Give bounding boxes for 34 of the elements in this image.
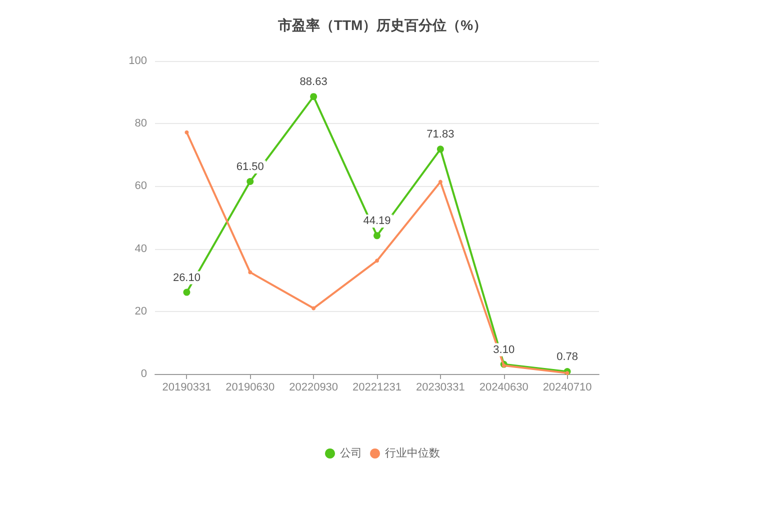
- data-label: 88.63: [300, 76, 328, 88]
- y-tick-label: 100: [128, 55, 147, 67]
- point: [436, 146, 444, 153]
- y-tick-label: 60: [134, 180, 147, 192]
- point: [312, 306, 316, 310]
- point: [184, 130, 189, 134]
- y-tick-label: 20: [134, 305, 147, 318]
- point: [565, 371, 570, 376]
- legend-label: 公司: [340, 448, 362, 460]
- legend-label: 行业中位数: [385, 446, 440, 460]
- chart-title: 市盈率（TTM）历史百分位（%）: [276, 17, 488, 33]
- y-tick-label: 40: [134, 242, 147, 255]
- point: [502, 364, 506, 368]
- point: [183, 288, 190, 296]
- data-label: 61.50: [236, 161, 264, 174]
- data-label: 71.83: [426, 128, 454, 141]
- point: [375, 258, 379, 263]
- point: [310, 93, 318, 100]
- y-tick-label: 80: [134, 118, 147, 130]
- x-tick-label: 20240630: [479, 382, 528, 394]
- data-label: 26.10: [172, 272, 200, 284]
- x-tick-label: 20230331: [416, 382, 465, 394]
- x-tick-label: 20221231: [352, 382, 402, 394]
- data-label: 3.10: [493, 344, 515, 356]
- x-tick-label: 20190630: [226, 382, 275, 394]
- x-tick-label: 20220930: [289, 382, 338, 394]
- x-tick-label: 20190331: [162, 382, 212, 394]
- point: [248, 270, 252, 274]
- point: [374, 232, 380, 240]
- data-label: 0.78: [556, 351, 578, 364]
- x-tick-label: 20240710: [542, 382, 592, 394]
- y-tick-label: 0: [140, 368, 147, 380]
- data-label: 44.19: [363, 215, 391, 228]
- point: [246, 178, 254, 186]
